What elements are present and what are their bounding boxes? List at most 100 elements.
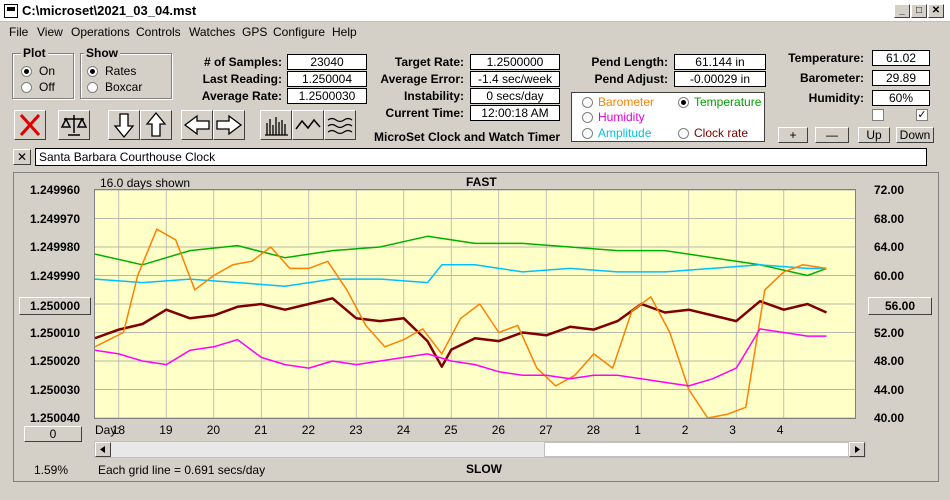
show-boxcar-radio[interactable] xyxy=(87,82,98,93)
series-line-humidity xyxy=(95,328,827,387)
x-tick-label: 25 xyxy=(444,423,458,437)
plot-off-radio[interactable] xyxy=(21,82,32,93)
samples-value: 23040 xyxy=(287,54,367,70)
x-tick-label: 1 xyxy=(634,423,641,437)
wave-icon xyxy=(327,117,353,135)
scroll-right-icon xyxy=(855,446,860,453)
menu-operations[interactable]: Operations xyxy=(71,25,130,39)
checkbox-left[interactable] xyxy=(872,109,884,121)
y-left-tick-label: 1.249980 xyxy=(30,240,81,254)
y-right-tick-label: 60.00 xyxy=(874,268,905,283)
days-shown: 16.0 days shown xyxy=(100,176,191,190)
checkbox-right[interactable]: ✓ xyxy=(916,109,928,121)
maximize-button[interactable]: □ xyxy=(911,4,927,18)
average-rate-value: 1.2500030 xyxy=(287,88,367,104)
arrow-right-button[interactable] xyxy=(213,110,245,140)
fast-label: FAST xyxy=(466,175,497,189)
menu-view[interactable]: View xyxy=(37,25,63,39)
wave-view-button[interactable] xyxy=(324,110,356,140)
balance-button[interactable] xyxy=(58,110,90,140)
right-arrow-icon xyxy=(216,114,243,136)
temperature-value: 61.02 xyxy=(872,50,930,66)
down-button[interactable]: Down xyxy=(896,127,934,143)
y-left-tick-label: 1.249990 xyxy=(30,268,81,283)
red-x-icon xyxy=(19,113,41,137)
line-view-button[interactable] xyxy=(292,110,324,140)
plot-on-radio[interactable] xyxy=(21,66,32,77)
barometer-radio[interactable] xyxy=(582,97,593,108)
clock-name-field[interactable]: Santa Barbara Courthouse Clock xyxy=(35,148,927,166)
clear-clock-name-button[interactable]: ✕ xyxy=(13,149,31,165)
left-center-button[interactable]: 1.250000 xyxy=(19,297,91,315)
humidity-value: 60% xyxy=(872,90,930,106)
temperature-radio[interactable] xyxy=(678,97,689,108)
left-arrow-icon xyxy=(183,114,210,136)
menu-watches[interactable]: Watches xyxy=(189,25,236,39)
increase-button[interactable]: + xyxy=(778,127,808,143)
percent-value: 1.59% xyxy=(34,463,69,477)
y-right-tick-label: 40.00 xyxy=(874,411,905,425)
menu-controls[interactable]: Controls xyxy=(136,25,181,39)
bar-view-button[interactable] xyxy=(260,110,292,140)
humidity-option: Humidity xyxy=(598,110,645,124)
grid-note: Each grid line = 0.691 secs/day xyxy=(98,463,266,477)
humidity-radio[interactable] xyxy=(582,112,593,123)
target-rate-label: Target Rate: xyxy=(394,55,464,69)
y-right-tick-label: 44.00 xyxy=(874,382,905,397)
plot-off-label: Off xyxy=(39,80,55,94)
chart-frame xyxy=(13,172,939,482)
x-tick-label: 18 xyxy=(111,423,126,437)
zero-button[interactable]: 0 xyxy=(24,426,82,442)
show-rates-radio[interactable] xyxy=(87,66,98,77)
histogram-icon xyxy=(265,117,288,136)
plot-group: Plot On Off xyxy=(12,46,74,99)
menu-file[interactable]: File xyxy=(9,25,29,39)
series-selector: Barometer Temperature Humidity Amplitude… xyxy=(571,92,765,142)
last-reading-value: 1.250004 xyxy=(287,71,367,87)
y-left-tick-label: 1.249960 xyxy=(30,183,81,197)
y-left-tick-label: 1.250030 xyxy=(30,382,81,397)
y-left-tick-label: 1.250040 xyxy=(30,411,81,425)
y-right-tick-label: 72.00 xyxy=(874,183,905,197)
y-right-tick-label: 68.00 xyxy=(874,211,905,226)
amplitude-radio[interactable] xyxy=(582,128,593,139)
x-tick-label: 23 xyxy=(349,423,363,437)
right-center-button[interactable]: 56.00 xyxy=(868,297,932,315)
barometer-option: Barometer xyxy=(598,95,655,109)
show-group: Show Rates Boxcar xyxy=(80,46,172,99)
scroll-left-button[interactable] xyxy=(95,442,111,457)
y-right-tick-label: 48.00 xyxy=(874,354,905,368)
arrow-left-button[interactable] xyxy=(181,110,213,140)
x-tick-label: 4 xyxy=(776,423,784,437)
scale-icon xyxy=(60,115,88,136)
window-title: C:\microset\2021_03_04.mst xyxy=(22,3,197,18)
clock-rate-radio[interactable] xyxy=(678,128,689,139)
menu-gps[interactable]: GPS xyxy=(242,25,268,39)
down-arrow-icon xyxy=(113,113,135,139)
arrow-down-button[interactable] xyxy=(108,110,140,140)
decrease-button[interactable]: — xyxy=(815,127,849,143)
x-tick-label: 26 xyxy=(491,423,506,437)
close-window-button[interactable]: ✕ xyxy=(928,4,944,18)
x-tick-label: 3 xyxy=(729,423,736,437)
show-rates-label: Rates xyxy=(105,64,137,78)
stop-button[interactable] xyxy=(14,110,46,140)
pend-adjust-value: -0.00029 in xyxy=(674,71,766,87)
scroll-right-button[interactable] xyxy=(849,442,865,457)
time-scrollbar[interactable] xyxy=(94,441,866,458)
amplitude-option: Amplitude xyxy=(598,126,652,140)
up-button[interactable]: Up xyxy=(858,127,890,143)
humidity-label: Humidity: xyxy=(808,91,864,105)
target-rate-value[interactable]: 1.2500000 xyxy=(470,54,560,70)
scroll-left-icon xyxy=(100,446,105,453)
scroll-thumb[interactable] xyxy=(544,442,849,457)
menu-help[interactable]: Help xyxy=(332,25,357,39)
arrow-up-button[interactable] xyxy=(140,110,172,140)
temperature-label: Temperature: xyxy=(788,51,864,65)
clock-rate-option: Clock rate xyxy=(694,126,749,140)
x-tick-label: 2 xyxy=(681,423,689,437)
barometer-value: 29.89 xyxy=(872,70,930,86)
x-tick-label: 19 xyxy=(159,423,173,437)
minimize-button[interactable]: _ xyxy=(894,4,910,18)
menu-configure[interactable]: Configure xyxy=(273,25,326,39)
